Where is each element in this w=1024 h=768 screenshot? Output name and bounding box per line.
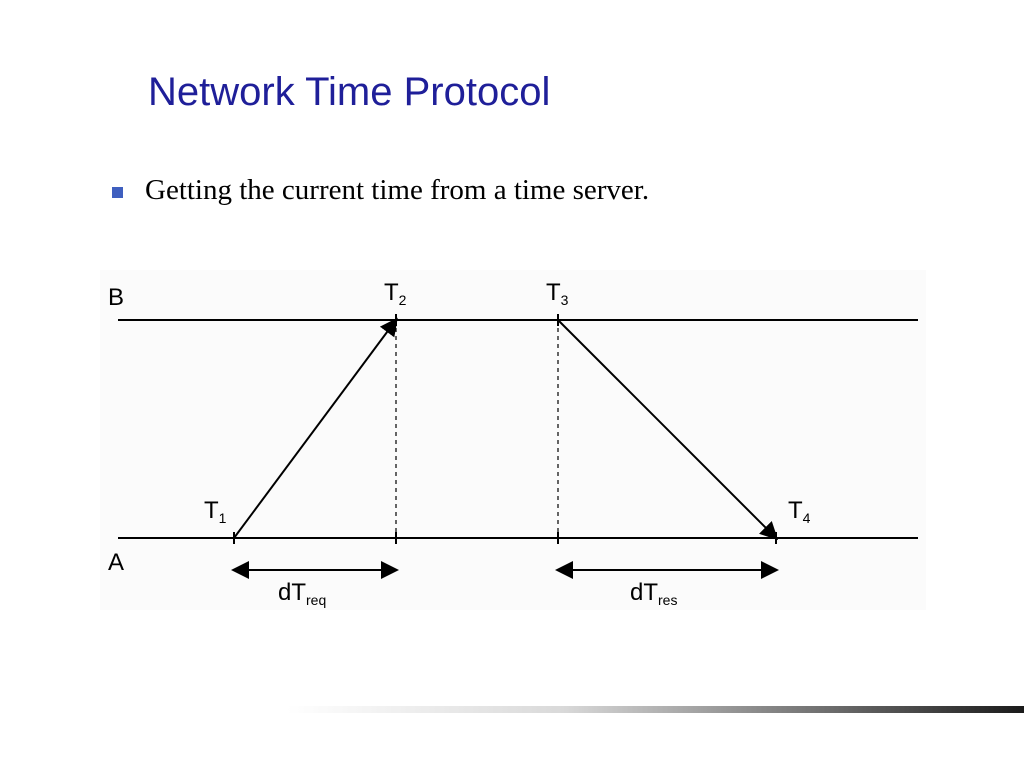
svg-text:dTres: dTres [630, 579, 677, 608]
bullet-marker-icon [112, 187, 123, 198]
svg-text:T1: T1 [204, 497, 227, 526]
svg-text:T3: T3 [546, 279, 569, 308]
svg-text:T2: T2 [384, 279, 407, 308]
svg-text:dTreq: dTreq [278, 579, 326, 608]
bullet-text: Getting the current time from a time ser… [145, 174, 649, 207]
svg-text:B: B [108, 284, 124, 311]
slide-title: Network Time Protocol [148, 70, 550, 115]
footer-gradient-bar [0, 706, 1024, 713]
svg-text:A: A [108, 549, 124, 576]
ntp-diagram: B A T1 T2 T3 T4 dTreq dTres [100, 270, 926, 610]
svg-text:T4: T4 [788, 497, 811, 526]
bullet-item: Getting the current time from a time ser… [112, 174, 649, 207]
